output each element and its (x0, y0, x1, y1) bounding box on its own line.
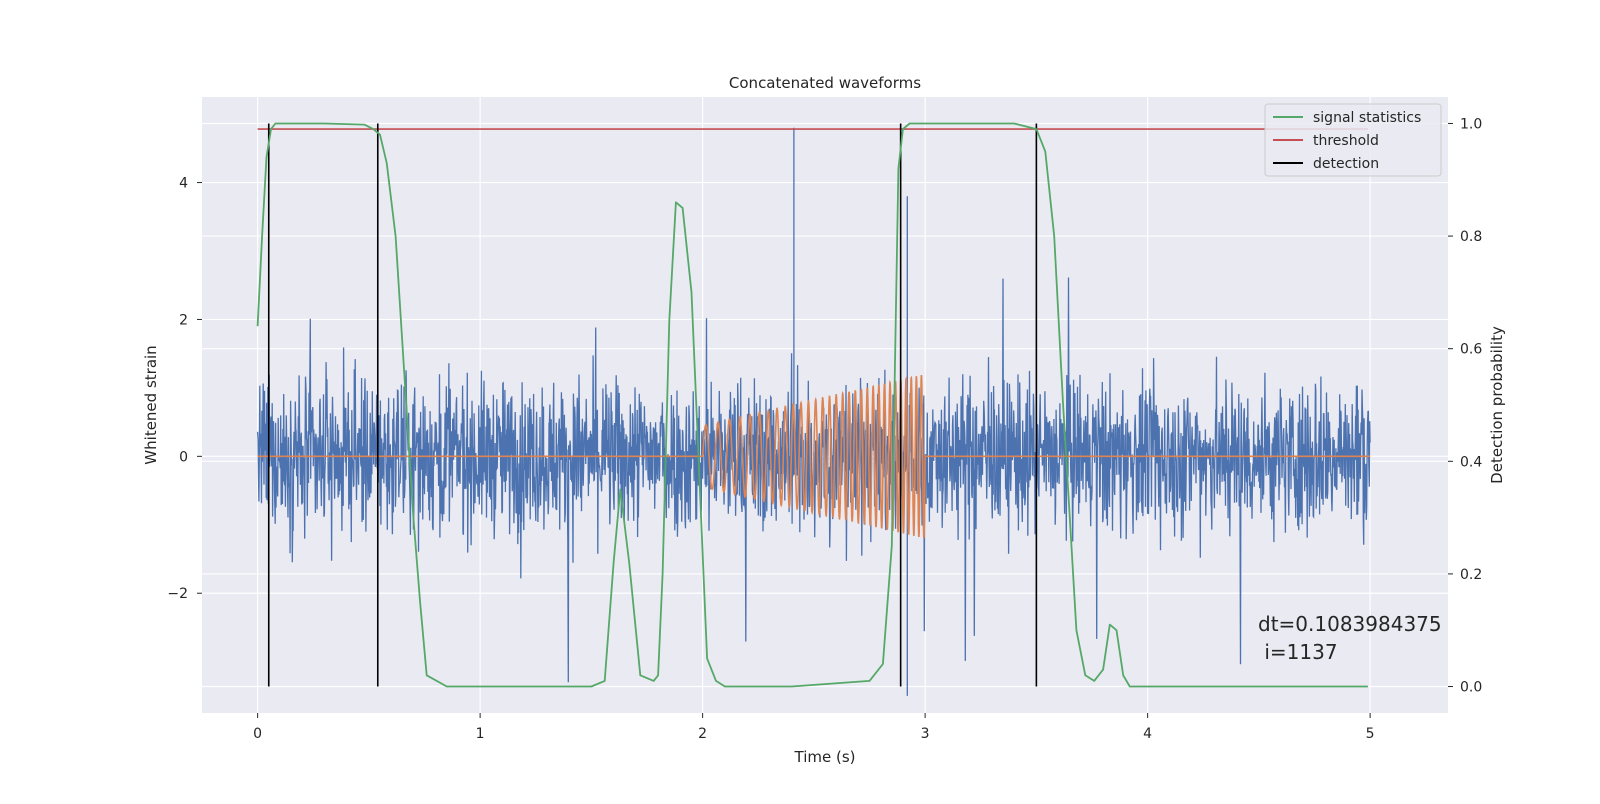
annotation-dt: dt=0.1083984375 (1258, 612, 1442, 636)
x-tick-label: 5 (1366, 726, 1375, 742)
y2-tick-label: 1.0 (1460, 116, 1482, 132)
chirp-line (257, 375, 1371, 539)
y2-tick-label: 0.2 (1460, 567, 1482, 583)
y-tick-label: 4 (179, 176, 188, 192)
y-tick-label: 0 (179, 449, 188, 465)
signal-statistics-line (256, 122, 1368, 688)
legend-frame (1264, 103, 1442, 177)
legend-label-threshold: threshold (1313, 133, 1379, 149)
y-axis-label: Whitened strain (142, 345, 160, 464)
annotation-index: i=1137 (1258, 640, 1338, 664)
chart-title: Concatenated waveforms (729, 74, 921, 92)
detection-lines (267, 123, 1038, 687)
y2-tick-label: 0.4 (1460, 454, 1482, 470)
x-tick-label: 2 (698, 726, 707, 742)
x-axis-label: Time (s) (794, 748, 856, 766)
legend-label-signal-statistics: signal statistics (1313, 110, 1421, 126)
chirp-series (257, 375, 1371, 539)
x-tick-label: 4 (1143, 726, 1152, 742)
y2-tick-label: 0.8 (1460, 229, 1482, 245)
x-tick-label: 3 (921, 726, 930, 742)
y-tick-label: 2 (179, 312, 188, 328)
y2-axis-label: Detection probability (1488, 326, 1506, 484)
ticks: 0 1 2 3 4 5 −2 0 2 4 0.0 0.2 0.4 0.6 0.8 1.0 (167, 116, 1482, 742)
y2-tick-label: 0.6 (1460, 342, 1482, 358)
y-tick-label: −2 (167, 586, 188, 602)
y2-tick-label: 0.0 (1460, 680, 1482, 696)
legend: signal statistics threshold detection (1264, 103, 1442, 177)
legend-label-detection: detection (1313, 156, 1379, 172)
x-tick-label: 1 (476, 726, 485, 742)
signal-statistics-series (256, 122, 1368, 688)
x-tick-label: 0 (253, 726, 262, 742)
